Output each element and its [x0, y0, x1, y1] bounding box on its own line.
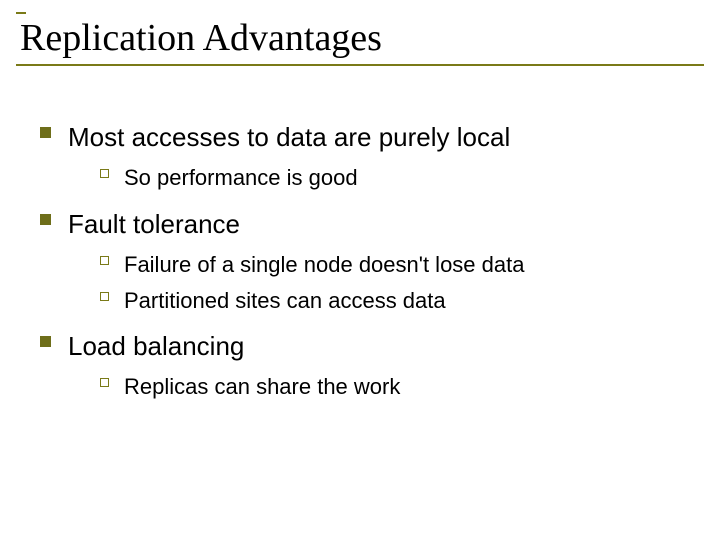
list-item: Fault tolerance Failure of a single node… — [40, 207, 690, 315]
list-subitem: Replicas can share the work — [100, 372, 690, 402]
list-item-text: Most accesses to data are purely local — [68, 122, 510, 152]
list-item: Load balancing Replicas can share the wo… — [40, 329, 690, 402]
slide-body: Most accesses to data are purely local S… — [40, 120, 690, 416]
bullet-list-level2: Failure of a single node doesn't lose da… — [68, 250, 690, 315]
title-underline — [16, 64, 704, 66]
bullet-list-level2: Replicas can share the work — [68, 372, 690, 402]
list-subitem: Partitioned sites can access data — [100, 286, 690, 316]
list-subitem-text: Partitioned sites can access data — [124, 288, 446, 313]
hollow-square-bullet-icon — [100, 169, 109, 178]
hollow-square-bullet-icon — [100, 256, 109, 265]
bullet-list-level2: So performance is good — [68, 163, 690, 193]
square-bullet-icon — [40, 214, 51, 225]
slide-title: Replication Advantages — [16, 16, 704, 60]
hollow-square-bullet-icon — [100, 378, 109, 387]
hollow-square-bullet-icon — [100, 292, 109, 301]
list-subitem-text: So performance is good — [124, 165, 358, 190]
list-subitem: Failure of a single node doesn't lose da… — [100, 250, 690, 280]
list-subitem: So performance is good — [100, 163, 690, 193]
list-item-text: Fault tolerance — [68, 209, 240, 239]
list-item: Most accesses to data are purely local S… — [40, 120, 690, 193]
title-tick — [16, 12, 26, 14]
slide: Replication Advantages Most accesses to … — [0, 0, 720, 540]
bullet-list-level1: Most accesses to data are purely local S… — [40, 120, 690, 402]
title-block: Replication Advantages — [16, 12, 704, 66]
square-bullet-icon — [40, 336, 51, 347]
list-item-text: Load balancing — [68, 331, 244, 361]
square-bullet-icon — [40, 127, 51, 138]
list-subitem-text: Replicas can share the work — [124, 374, 400, 399]
list-subitem-text: Failure of a single node doesn't lose da… — [124, 252, 524, 277]
